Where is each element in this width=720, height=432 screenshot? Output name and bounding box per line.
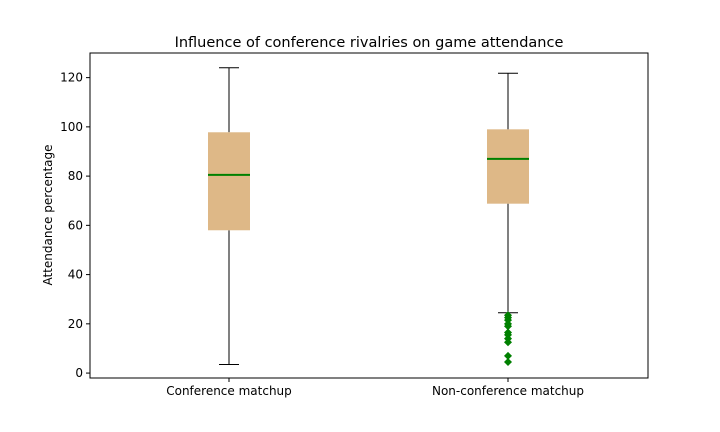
- outlier-point: [504, 328, 512, 337]
- x-tick-label: Conference matchup: [166, 384, 292, 398]
- y-tick-label: 80: [68, 169, 83, 183]
- chart-title: Influence of conference rivalries on gam…: [175, 35, 564, 51]
- y-tick-label: 0: [75, 366, 83, 380]
- y-tick-label: 40: [68, 268, 83, 282]
- y-tick-label: 120: [60, 71, 83, 85]
- iqr-box: [208, 132, 250, 231]
- outlier-point: [504, 351, 512, 360]
- axes: 0 20 40 60 80 100 120 Conference matchup Non-con…: [60, 52, 649, 398]
- y-tick-label: 20: [68, 317, 83, 331]
- y-tick-label: 100: [60, 120, 83, 134]
- plot-frame: [89, 52, 649, 379]
- outlier-point: [504, 311, 512, 320]
- outlier-point: [504, 357, 512, 366]
- y-tick-label: 60: [68, 218, 83, 232]
- box-1: [208, 67, 250, 365]
- y-axis-label: Attendance percentage: [41, 144, 55, 285]
- x-tick-label: Non-conference matchup: [432, 384, 584, 398]
- iqr-box: [487, 129, 529, 204]
- box-2: [487, 72, 529, 366]
- plot-area: [208, 67, 529, 366]
